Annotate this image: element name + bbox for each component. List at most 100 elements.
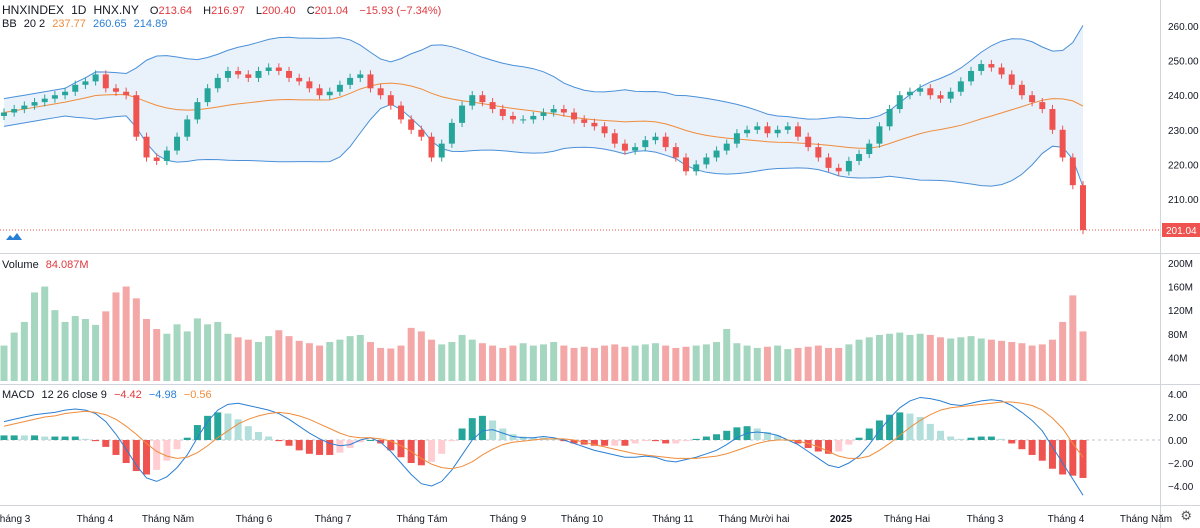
volume-bar [825,347,833,381]
macd-histogram-bar [316,440,324,455]
candle-body [611,133,618,144]
macd-line-value: −4.98 [148,389,177,401]
candle-body [489,102,496,110]
axes: 260.00 250.00 240.00 230.00 220.00 210.00 201.… [0,22,1200,525]
volume-bar [682,346,690,381]
time-axis-label: Tháng Hai [884,514,930,525]
volume-bar [794,347,802,381]
volume-bar [1008,342,1016,381]
macd-legend[interactable]: MACD 12 26 close 9 −4.42 −4.98 −0.56 [2,389,216,401]
candle-body [581,119,588,123]
time-axis-label: Tháng 9 [490,514,527,525]
volume-bar [407,327,415,381]
candle-body [21,105,28,110]
candle-body [204,88,211,103]
macd-histogram-bar [845,440,853,445]
volume-bar [92,324,100,381]
volume-bar [81,319,89,381]
volume-bar [926,334,934,381]
candle-body [957,81,964,92]
bb-params: 20 2 [23,18,46,30]
time-axis-label: Tháng Năm [142,514,194,525]
macd-histogram-bar [519,436,527,440]
candle-body [1029,95,1036,103]
bb-basis-value: 237.77 [52,18,86,30]
volume-axis-label: 160M [1168,283,1193,294]
volume-legend[interactable]: Volume 84.087M [2,259,93,271]
time-axis-label: Tháng Mười hai [718,514,789,525]
volume-bar [265,336,273,381]
settings-gear-icon[interactable]: ⚙ [1180,508,1192,523]
volume-bar [295,340,303,381]
candle-body [418,129,425,137]
candle-body [1069,157,1076,186]
candle-body [723,143,730,151]
time-axis-label: Tháng 10 [561,514,604,525]
macd-histogram-bar [305,440,313,454]
candle-body [1080,185,1086,230]
volume-bar [641,344,649,381]
macd-histogram-bar [672,440,680,444]
volume-bar [153,329,161,381]
macd-histogram-bar [896,412,904,440]
close-label: C [306,5,315,17]
volume-bar [305,343,313,381]
candle-body [947,91,954,99]
candle-body [367,74,374,89]
macd-histogram-bar [825,440,833,454]
time-axis-label: 2025 [830,514,853,525]
volume-bar [316,345,324,381]
macd-histogram-bar [346,440,354,449]
candle-body [316,88,323,96]
candle-body [886,109,893,127]
macd-histogram-bar [41,436,49,440]
candle-body [265,67,272,71]
candle-body [245,74,252,78]
volume-bar [448,342,456,381]
macd-line [3,396,1084,496]
volume-bar [356,334,364,381]
macd-indicator[interactable] [0,396,1160,496]
macd-histogram-bar [163,440,171,461]
volume-bar [377,347,385,381]
macd-histogram-bar [295,440,303,451]
volume-bar [570,347,578,381]
volume-bars[interactable] [0,286,1087,381]
volume-bar [804,346,812,381]
candle-body [387,95,394,106]
volume-bar [540,344,547,381]
macd-axis-label: −4.00 [1168,482,1194,493]
time-axis-label: Tháng 11 [652,514,694,525]
volume-bar [550,342,558,381]
macd-histogram-bar [448,440,456,442]
volume-bar [723,329,731,381]
volume-bar [1038,344,1046,381]
open-value: 213.64 [158,5,193,17]
volume-bar [468,339,476,381]
bb-legend[interactable]: BB 20 2 237.77 260.65 214.89 [2,18,171,30]
volume-axis-label: 40M [1168,353,1187,364]
candle-body [866,143,873,155]
candle-body [683,157,690,172]
macd-histogram-bar [926,423,934,440]
macd-histogram-bar [499,428,507,440]
volume-bar [784,349,792,381]
exchange: HNX.NY [93,3,139,17]
macd-histogram-bar [0,435,8,440]
candles[interactable] [1,59,1086,235]
macd-name: MACD [2,389,35,401]
macd-histogram-bar [1018,440,1026,450]
timeframe[interactable]: 1D [71,3,87,17]
volume-bar [122,286,130,381]
candle-body [784,126,791,130]
symbol-name[interactable]: HNXINDEX [2,3,65,17]
volume-bar [112,292,120,381]
macd-axis-label: 0.00 [1168,436,1188,447]
time-axis-label: Tháng Năm [1120,514,1172,525]
volume-bar [957,337,965,381]
macd-histogram-bar [489,420,497,440]
tradingview-logo-icon[interactable] [5,231,23,243]
volume-bar [397,345,405,381]
volume-bar [590,347,598,381]
